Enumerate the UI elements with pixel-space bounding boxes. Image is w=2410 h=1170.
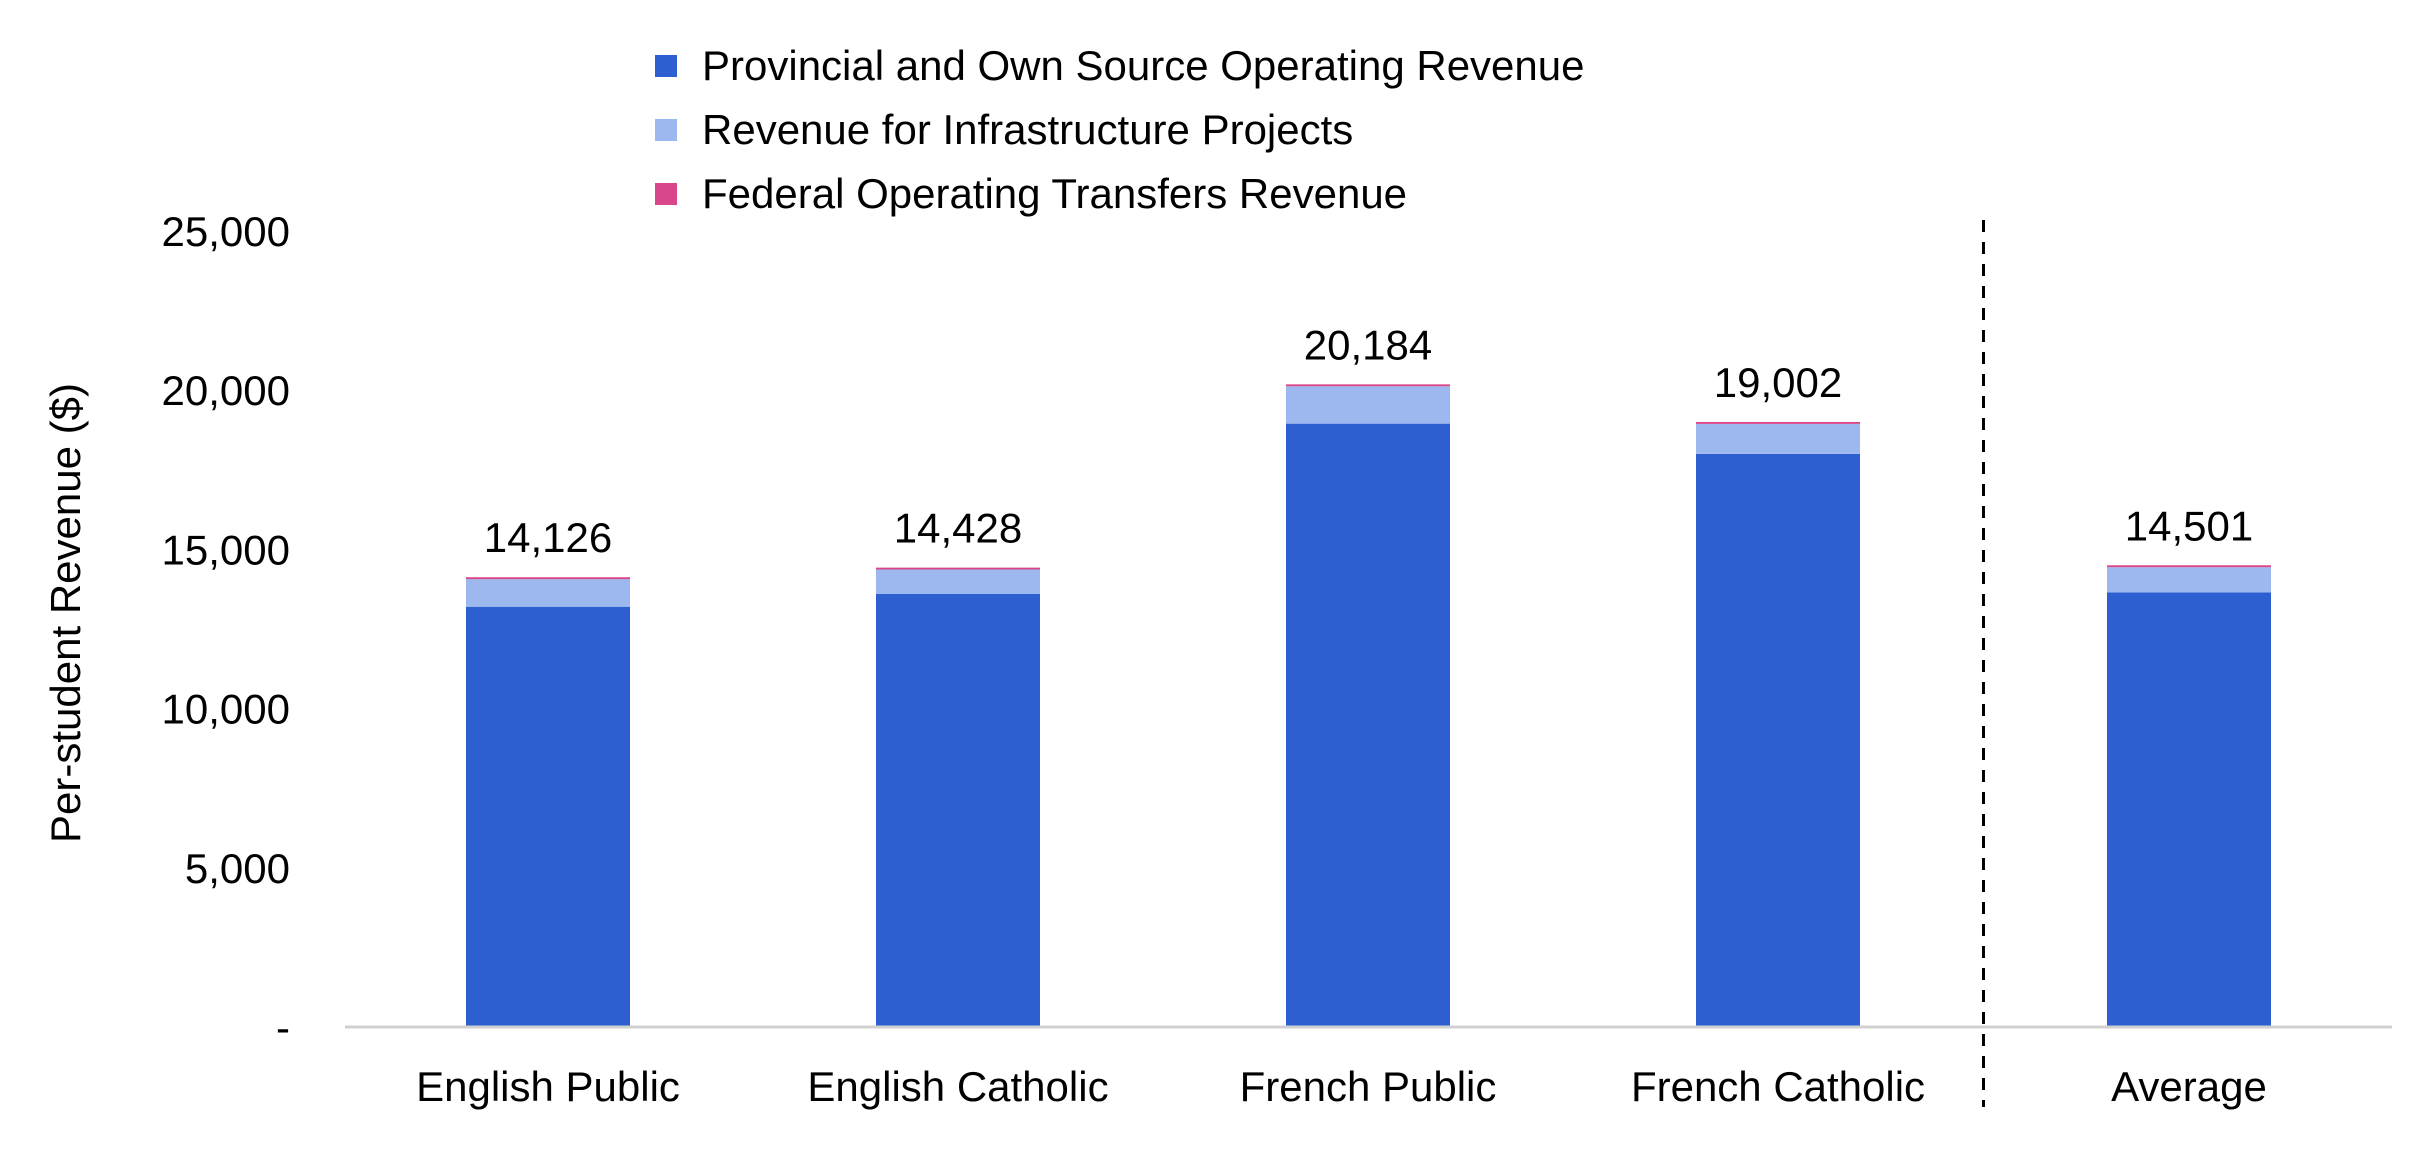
y-tick-label: 15,000	[162, 526, 290, 573]
bar-segment-series-0	[466, 606, 630, 1027]
bar-segment-series-1	[1696, 423, 1860, 454]
legend-item-provincial: Provincial and Own Source Operating Reve…	[655, 34, 1585, 98]
bar-segment-series-2	[2107, 565, 2271, 568]
bar-stack: 14,126	[466, 514, 630, 1027]
x-tick-label: Average	[2111, 1063, 2267, 1110]
y-tick-label: 5,000	[185, 845, 290, 892]
bar-segment-series-0	[876, 593, 1040, 1027]
y-tick-label: 25,000	[162, 208, 290, 255]
bar-total-label: 14,126	[484, 514, 612, 561]
legend-item-infrastructure: Revenue for Infrastructure Projects	[655, 98, 1585, 162]
x-tick-label: French Public	[1240, 1063, 1497, 1110]
y-axis: - 5,000 10,000 15,000 20,000 25,000	[162, 208, 290, 1051]
legend-label-federal: Federal Operating Transfers Revenue	[702, 170, 1408, 217]
bar-total-label: 14,501	[2125, 502, 2253, 549]
x-tick-label: English Public	[416, 1063, 680, 1110]
bar-stack: 20,184	[1286, 321, 1450, 1028]
bar-segment-series-2	[466, 577, 630, 580]
bar-stack: 19,002	[1696, 359, 1860, 1027]
bar-segment-series-1	[876, 569, 1040, 594]
x-axis: English Public English Catholic French Pub…	[345, 1025, 2392, 1110]
bar-segment-series-1	[2107, 567, 2271, 593]
chart-legend: Provincial and Own Source Operating Reve…	[655, 34, 1585, 226]
bar-total-label: 19,002	[1714, 359, 1842, 406]
bar-segment-series-1	[1286, 386, 1450, 424]
bars: 14,126 14,428 20,184 19,002 14,501	[466, 321, 2271, 1028]
bar-segment-series-1	[466, 579, 630, 607]
bar-segment-series-2	[876, 567, 1040, 570]
bar-segment-series-0	[1286, 423, 1450, 1028]
legend-label-infrastructure: Revenue for Infrastructure Projects	[702, 106, 1354, 153]
legend-label-provincial: Provincial and Own Source Operating Reve…	[702, 42, 1585, 89]
bar-total-label: 14,428	[894, 505, 1022, 552]
y-axis-title: Per-student Revenue ($)	[42, 383, 89, 843]
x-tick-label: French Catholic	[1631, 1063, 1925, 1110]
y-tick-label: -	[276, 1004, 290, 1051]
legend-item-federal: Federal Operating Transfers Revenue	[655, 162, 1585, 226]
legend-swatch-provincial	[655, 55, 677, 77]
bar-total-label: 20,184	[1304, 321, 1432, 368]
bar-segment-series-2	[1286, 384, 1450, 387]
x-tick-label: English Catholic	[807, 1063, 1108, 1110]
bar-stack: 14,428	[876, 505, 1040, 1027]
y-tick-label: 20,000	[162, 367, 290, 414]
legend-swatch-infrastructure	[655, 119, 677, 141]
y-tick-label: 10,000	[162, 686, 290, 733]
legend-swatch-federal	[655, 183, 677, 205]
bar-segment-series-0	[1696, 453, 1860, 1027]
bar-segment-series-2	[1696, 421, 1860, 424]
bar-stack: 14,501	[2107, 502, 2271, 1027]
bar-segment-series-0	[2107, 592, 2271, 1027]
